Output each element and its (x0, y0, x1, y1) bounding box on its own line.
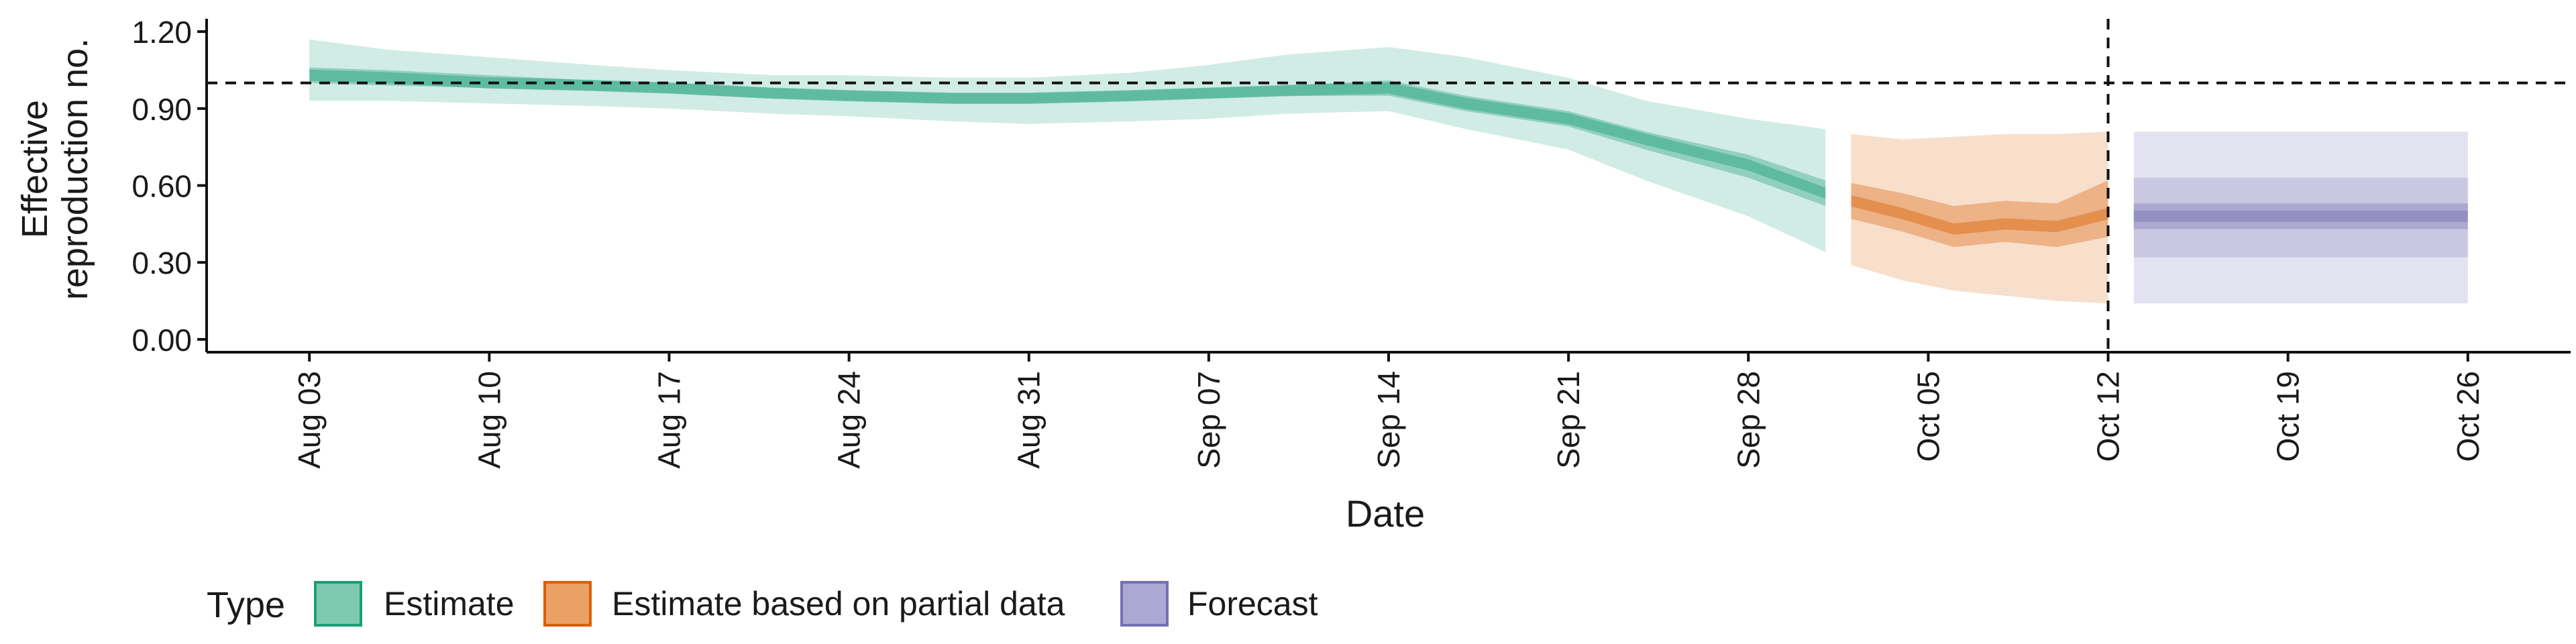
y-tick-label: 0.00 (131, 323, 192, 358)
estimate-based-on-partial-data-band-90 (1851, 131, 2108, 304)
legend-label-estimate: Estimate (384, 585, 515, 623)
y-tick-label: 0.90 (131, 92, 192, 127)
legend-key-forecast (1120, 581, 1169, 627)
legend-label-forecast: Forecast (1187, 585, 1318, 623)
estimate-band-90 (309, 39, 1826, 252)
y-tick-label: 1.20 (131, 15, 192, 50)
estimate-based-on-partial-data-band-50 (1851, 180, 2108, 248)
y-tick-label: 0.30 (131, 246, 192, 280)
estimate-median-band (309, 69, 1826, 199)
x-tick-label: Oct 26 (2451, 371, 2485, 462)
estimate-band-50 (309, 67, 1826, 207)
forecast-median-band (2133, 211, 2468, 222)
legend: Type Estimate Estimate based on partial … (207, 581, 1318, 627)
x-tick-label: Oct 05 (1911, 371, 1945, 462)
x-tick-label: Aug 03 (292, 371, 327, 469)
x-tick-label: Aug 31 (1012, 371, 1046, 469)
x-tick-label: Aug 10 (472, 371, 506, 469)
legend-label-partial: Estimate based on partial data (612, 585, 1065, 623)
x-tick-label: Oct 12 (2091, 371, 2126, 462)
x-tick-label: Sep 28 (1731, 371, 1766, 469)
x-tick-label: Sep 14 (1371, 371, 1406, 469)
legend-key-estimate (314, 581, 362, 627)
x-tick-label: Aug 17 (652, 371, 687, 469)
forecast-band-75 (2133, 178, 2468, 258)
plot-bands (309, 39, 2468, 304)
x-tick-label: Sep 21 (1551, 371, 1586, 469)
y-axis-title-line-2: reproduction no. (55, 38, 95, 300)
forecast-band-50 (2133, 203, 2468, 229)
estimate-based-on-partial-data-median-band (1851, 195, 2108, 235)
y-axis-title: Effective reproduction no. (15, 38, 95, 300)
legend-title: Type (207, 585, 285, 625)
x-tick-label: Sep 07 (1191, 371, 1226, 469)
x-tick-label: Aug 24 (832, 371, 867, 469)
legend-key-partial (543, 581, 592, 627)
y-axis-title-line-1: Effective (15, 100, 55, 238)
forecast-band-90 (2133, 131, 2468, 304)
x-axis-title: Date (1346, 492, 1425, 535)
axes: 0.00 0.30 0.60 0.90 1.20 Aug 03 Aug 10 Aug 17 Au… (131, 15, 2571, 469)
y-tick-label: 0.60 (131, 169, 192, 204)
x-tick-label: Oct 19 (2271, 371, 2306, 462)
